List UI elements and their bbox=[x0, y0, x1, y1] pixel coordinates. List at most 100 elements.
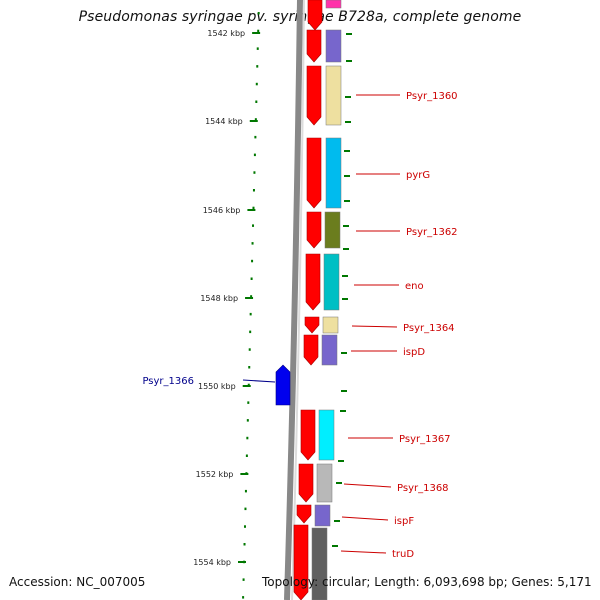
minor-tick bbox=[250, 277, 253, 280]
scale-label: 1552 kbp bbox=[196, 470, 234, 479]
right-tick bbox=[346, 33, 352, 35]
minor-tick bbox=[253, 171, 256, 174]
callout-line bbox=[242, 379, 276, 383]
genome-backbone-edge bbox=[291, 0, 305, 600]
forward-gene-arrow bbox=[306, 211, 322, 249]
minor-tick bbox=[247, 401, 250, 404]
minor-tick bbox=[248, 348, 251, 351]
gene-features bbox=[275, 0, 323, 600]
minor-tick bbox=[246, 436, 249, 440]
gene-label: Psyr_1367 bbox=[399, 434, 451, 445]
gene-label: Psyr_1362 bbox=[406, 227, 458, 238]
minor-tick bbox=[243, 525, 246, 528]
cog-category-block bbox=[314, 504, 331, 527]
scale-label: 1548 kbp bbox=[200, 294, 238, 303]
forward-gene-arrow bbox=[303, 334, 319, 366]
right-tick bbox=[342, 298, 348, 300]
callout-line bbox=[351, 325, 398, 328]
right-tick bbox=[344, 175, 350, 177]
minor-tick bbox=[257, 12, 260, 15]
right-tick bbox=[346, 60, 352, 62]
forward-gene-arrow bbox=[293, 524, 309, 600]
right-tick bbox=[340, 410, 346, 412]
gene-label: ispF bbox=[394, 516, 414, 527]
callout-line bbox=[341, 516, 389, 521]
scale-label: 1542 kbp bbox=[207, 29, 245, 38]
minor-tick bbox=[251, 259, 254, 263]
cog-category-block bbox=[325, 29, 342, 63]
reverse-gene-arrow bbox=[275, 364, 291, 406]
forward-gene-arrow bbox=[306, 29, 322, 63]
right-tick bbox=[342, 275, 348, 277]
callout-line bbox=[340, 550, 387, 554]
minor-tick bbox=[252, 206, 255, 210]
accession-text: Accession: NC_007005 bbox=[9, 575, 146, 589]
minor-tick bbox=[253, 153, 256, 157]
minor-tick bbox=[249, 330, 252, 334]
minor-tick bbox=[242, 578, 245, 581]
forward-gene-arrow bbox=[306, 137, 322, 209]
right-tick bbox=[341, 352, 347, 354]
minor-tick bbox=[243, 543, 246, 546]
minor-tick bbox=[256, 47, 259, 50]
minor-tick bbox=[252, 224, 255, 227]
minor-tick bbox=[255, 100, 258, 103]
forward-gene-arrow bbox=[298, 463, 314, 503]
scale-label: 1546 kbp bbox=[203, 206, 241, 215]
minor-tick bbox=[244, 489, 247, 493]
minor-tick bbox=[256, 65, 259, 68]
right-tick bbox=[343, 225, 349, 227]
genome-backbone bbox=[284, 0, 303, 600]
right-tick bbox=[338, 460, 344, 462]
cog-category-features bbox=[311, 0, 342, 600]
forward-gene-arrow bbox=[305, 253, 321, 311]
cog-category-block bbox=[316, 463, 333, 503]
scale-ticks bbox=[238, 12, 261, 599]
gene-label: truD bbox=[392, 549, 414, 560]
gene-label: ispD bbox=[403, 347, 425, 358]
gene-label: Psyr_1364 bbox=[403, 323, 455, 334]
right-tick bbox=[344, 200, 350, 202]
cog-category-block bbox=[325, 65, 342, 126]
minor-tick bbox=[251, 242, 254, 245]
gene-label: eno bbox=[405, 281, 424, 292]
minor-tick bbox=[248, 366, 251, 369]
minor-tick bbox=[257, 29, 260, 33]
right-tick bbox=[345, 121, 351, 123]
cog-category-block bbox=[318, 409, 335, 461]
minor-tick bbox=[252, 189, 255, 192]
forward-gene-arrow bbox=[300, 409, 316, 461]
scale-labels: 1542 kbp 1544 kbp 1546 kbp 1548 kbp 1550 kbp… bbox=[193, 29, 245, 567]
callout-line bbox=[343, 483, 392, 488]
gene-label: Psyr_1366 bbox=[142, 376, 194, 387]
minor-tick bbox=[245, 454, 248, 457]
cog-category-block bbox=[311, 527, 328, 600]
cog-category-block bbox=[321, 334, 338, 366]
gene-label: Psyr_1360 bbox=[406, 91, 458, 102]
minor-tick bbox=[246, 419, 249, 422]
cog-category-block bbox=[325, 137, 342, 209]
scale-label: 1554 kbp bbox=[193, 558, 231, 567]
scale-label: 1550 kbp bbox=[198, 382, 236, 391]
genome-summary-text: Topology: circular; Length: 6,093,698 bp… bbox=[262, 575, 592, 589]
right-tick bbox=[336, 482, 342, 484]
cog-category-block bbox=[324, 211, 341, 249]
minor-tick bbox=[254, 135, 257, 139]
forward-gene-arrow bbox=[306, 65, 322, 126]
cog-category-block bbox=[322, 316, 339, 334]
gene-label: Psyr_1368 bbox=[397, 483, 449, 494]
minor-tick bbox=[242, 596, 245, 599]
minor-tick bbox=[249, 312, 252, 316]
scale-label: 1544 kbp bbox=[205, 117, 243, 126]
right-tick bbox=[345, 96, 351, 98]
minor-tick bbox=[255, 82, 258, 86]
minor-tick bbox=[247, 383, 250, 387]
minor-tick bbox=[250, 295, 253, 298]
forward-gene-arrow bbox=[296, 504, 312, 524]
cog-category-block bbox=[323, 253, 340, 311]
forward-gene-arrow bbox=[304, 316, 320, 334]
right-tick bbox=[341, 390, 347, 392]
